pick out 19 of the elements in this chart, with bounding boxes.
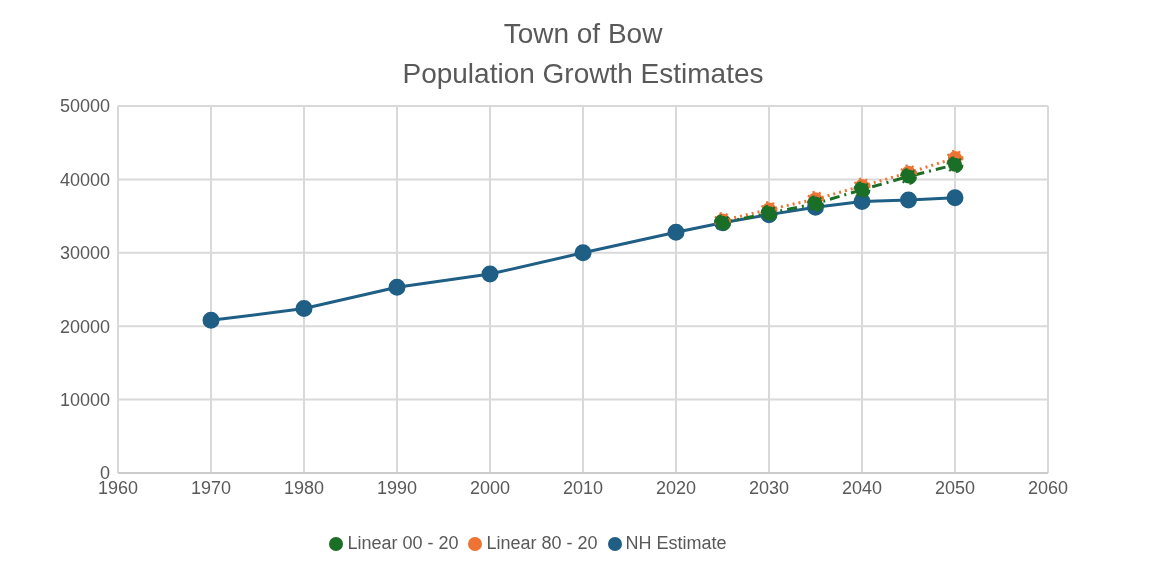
legend-label: NH Estimate (625, 533, 727, 553)
chart-title: Town of Bow Population Growth Estimates (401, 17, 765, 91)
y-tick-label: 30000 (59, 243, 110, 264)
x-tick-label: 2030 (748, 477, 790, 498)
x-tick-label: 1970 (190, 477, 232, 498)
x-tick-label: 2050 (934, 477, 976, 498)
x-tick-label: 2060 (1027, 477, 1069, 498)
y-tick-label: 50000 (59, 96, 110, 117)
x-tick-label: 2020 (655, 477, 697, 498)
y-tick-label: 40000 (59, 169, 110, 190)
x-tick-label: 2000 (469, 477, 511, 498)
legend-label: Linear 80 - 20 (486, 533, 598, 553)
x-tick-label: 2040 (841, 477, 883, 498)
x-tick-label: 1990 (376, 477, 418, 498)
legend-label: Linear 00 - 20 (347, 533, 459, 553)
x-tick-label: 1980 (283, 477, 325, 498)
y-tick-label: 10000 (59, 389, 110, 410)
x-tick-label: 2010 (562, 477, 604, 498)
y-tick-label: 20000 (59, 316, 110, 337)
